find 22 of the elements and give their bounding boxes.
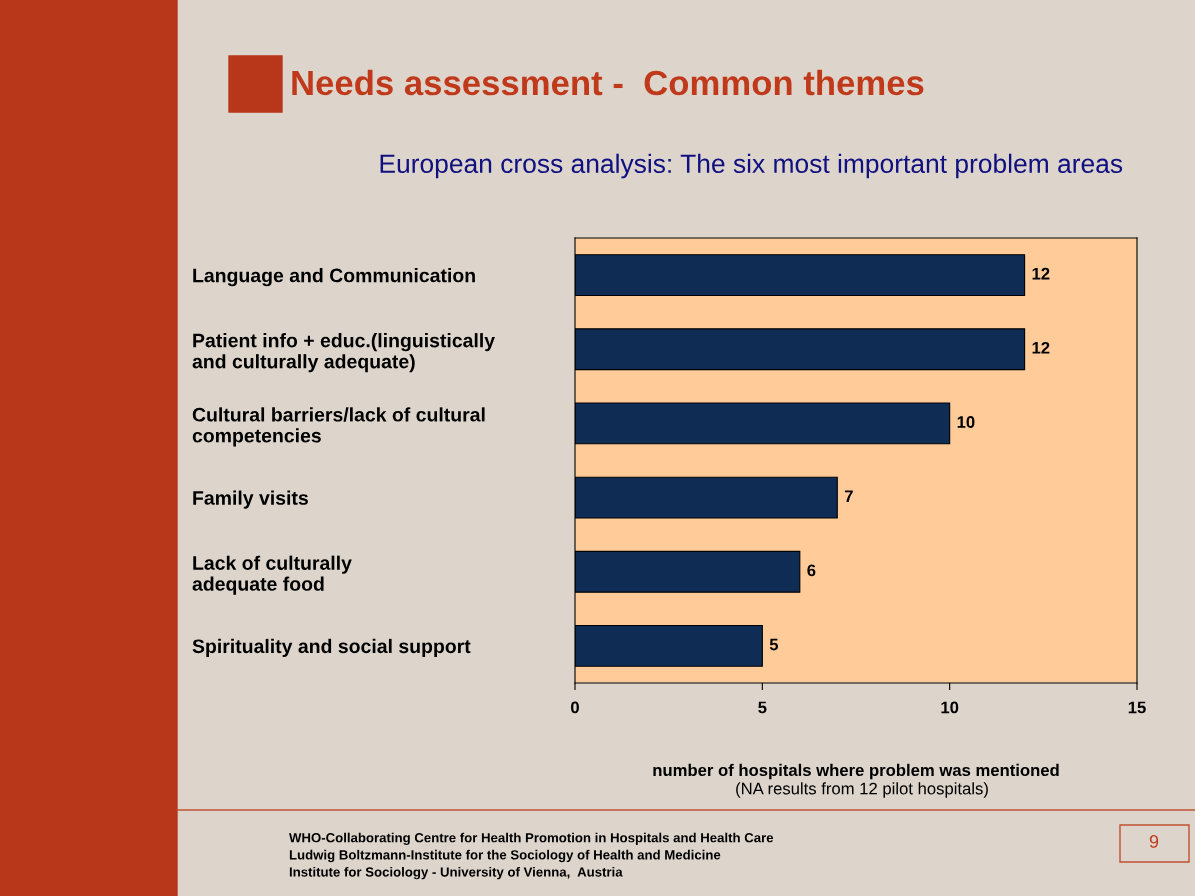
chart-title: Needs assessment - Common themes — [292, 69, 924, 96]
data-label: 5 — [769, 638, 779, 651]
y-tick-label: Cultural barriers/lack of cultural competencies — [192, 407, 485, 447]
y-tick-label: Language and Communication — [193, 268, 475, 287]
text: (NA results from 12 pilot hospitals) — [736, 782, 988, 798]
text: 9 — [1149, 835, 1159, 848]
x-tick-label: 0 — [571, 701, 579, 714]
data-label: 6 — [807, 564, 816, 577]
data-label: 10 — [957, 416, 975, 428]
data-label: 7 — [844, 490, 853, 502]
text: WHO-Collaborating Centre for Health Promotion in Hospitals and Health Care Ludwig Boltzmann-Institute for the Sociology of Health and Medicine Institute for Sociology - University of Vienna, Austria — [289, 832, 774, 880]
y-tick-label: Lack of culturally adequate food — [192, 555, 352, 595]
y-tick-label: Spirituality and social support — [192, 638, 471, 657]
x-axis-title: number of hospitals where problem was mentioned — [653, 763, 1059, 780]
y-tick-label: Family visits — [193, 490, 308, 509]
x-tick-label: 5 — [758, 701, 767, 714]
x-tick-label: 15 — [1128, 701, 1146, 714]
y-tick-label: Patient info + educ.(linguistically and culturally adequate) — [192, 333, 495, 373]
data-label: 12 — [1032, 341, 1050, 354]
data-label: 12 — [1032, 267, 1050, 280]
x-tick-label: 10 — [941, 701, 959, 714]
chart-subtitle: European cross analysis: The six most important problem areas — [380, 153, 1123, 179]
